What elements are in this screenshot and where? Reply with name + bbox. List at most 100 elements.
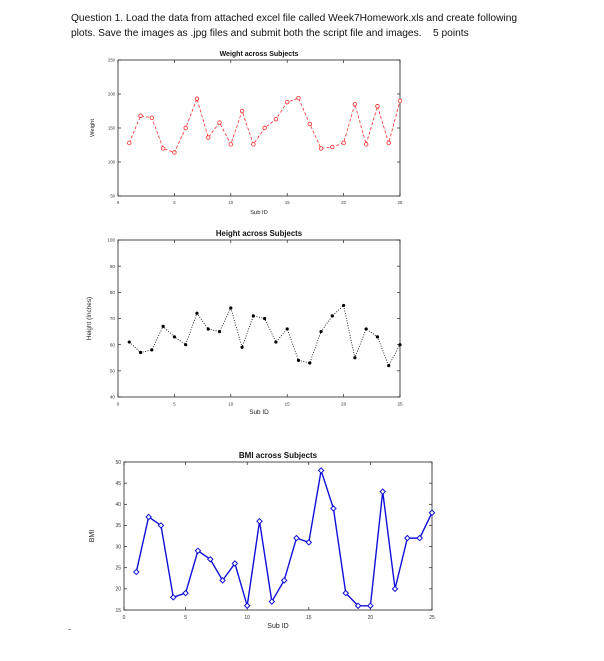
data-point	[330, 314, 334, 318]
chart-title: Weight across Subjects	[220, 51, 299, 58]
data-point	[280, 577, 288, 584]
x-tick-label: 15	[306, 615, 312, 621]
data-point	[127, 340, 131, 344]
points-label: 5 points	[433, 28, 469, 39]
y-tick-label: 200	[108, 91, 116, 96]
x-tick-label: 5	[173, 200, 176, 205]
data-point	[387, 364, 391, 368]
x-tick-label: 10	[228, 402, 234, 407]
y-axis-label: BMI	[89, 530, 96, 543]
data-point	[157, 522, 165, 529]
data-point	[184, 343, 188, 347]
data-point	[263, 316, 267, 321]
data-point	[183, 125, 188, 131]
data-point	[239, 108, 245, 114]
data-point	[353, 356, 357, 360]
y-tick-label: 50	[110, 368, 116, 373]
x-tick-label: 10	[228, 200, 233, 205]
data-point	[319, 329, 323, 334]
data-point	[145, 513, 152, 521]
data-point	[379, 488, 387, 495]
data-point	[206, 327, 210, 331]
y-tick-label: 20	[115, 587, 121, 593]
y-tick-label: 80	[110, 290, 116, 295]
data-point	[330, 505, 337, 512]
y-tick-label: 60	[110, 342, 116, 347]
data-point	[352, 101, 358, 107]
y-tick-label: 70	[110, 316, 116, 321]
data-point	[133, 568, 140, 576]
question-line-1: Question 1. Load the data from attached …	[71, 13, 518, 24]
y-tick-label: 50	[115, 460, 121, 466]
x-tick-label: 25	[398, 200, 403, 205]
data-point	[172, 150, 177, 155]
data-point	[416, 534, 423, 542]
data-point	[354, 602, 362, 610]
x-tick-label: 20	[368, 615, 374, 621]
chart-title: BMI across Subjects	[239, 451, 318, 460]
data-point	[194, 96, 200, 101]
chart-2: 0 5 10 15 20 25 40 50 60 70 80 90 100 Height across S…	[86, 229, 403, 416]
plot-frame	[117, 59, 401, 197]
data-point	[404, 534, 411, 542]
x-tick-label: 25	[429, 615, 435, 621]
data-point	[160, 146, 166, 151]
x-axis-label: Sub ID	[250, 210, 268, 216]
y-tick-label: 40	[115, 502, 121, 508]
data-point	[367, 602, 374, 610]
y-tick-label: 45	[115, 481, 121, 487]
y-tick-label: 100	[107, 238, 115, 243]
data-point	[296, 358, 301, 362]
data-point	[195, 311, 199, 315]
data-point	[262, 125, 267, 131]
data-point	[293, 534, 300, 542]
y-tick-label: 100	[108, 159, 116, 164]
chart-1: 0 5 10 15 20 25 50 100 150 200 250 Weight across Su…	[90, 51, 403, 216]
data-point	[256, 517, 263, 525]
data-point	[305, 539, 313, 546]
plot-frame	[117, 239, 401, 398]
data-point	[364, 327, 368, 331]
chart-title: Height across Subjects	[216, 229, 303, 238]
data-point	[375, 335, 380, 339]
data-point	[391, 585, 399, 593]
data-point	[398, 343, 402, 347]
data-point	[308, 361, 312, 365]
x-tick-label: 20	[341, 200, 346, 205]
data-point	[274, 340, 278, 344]
y-tick-label: 40	[110, 395, 116, 400]
x-tick-label: 0	[117, 402, 120, 407]
chart-3: 0 5 10 15 20 25 15 20 25 30 35 40 45 50 BMI across Sub…	[89, 451, 436, 630]
y-tick-label: 15	[115, 608, 121, 614]
data-point	[342, 303, 346, 308]
x-tick-label: 25	[397, 402, 403, 407]
y-axis-label: Weight	[90, 119, 96, 137]
data-point	[240, 345, 244, 349]
x-tick-label: 20	[341, 402, 347, 407]
data-point	[150, 348, 154, 352]
data-point	[363, 142, 369, 147]
question-text: Question 1. Load the data from attached …	[71, 11, 591, 41]
data-point	[268, 598, 276, 605]
data-point	[285, 99, 290, 105]
y-tick-label: 150	[108, 125, 116, 130]
data-point	[330, 144, 335, 150]
data-point	[138, 350, 143, 355]
data-point	[229, 306, 233, 310]
data-point	[172, 335, 176, 339]
data-point	[285, 327, 289, 331]
data-point	[342, 589, 350, 597]
data-point	[428, 509, 436, 517]
y-tick-label: 30	[115, 544, 121, 550]
data-point	[341, 140, 346, 146]
data-point	[318, 146, 324, 151]
data-point	[243, 602, 251, 610]
data-point	[182, 589, 189, 597]
data-point	[127, 140, 132, 146]
y-tick-label: 250	[108, 57, 116, 62]
y-tick-label: 35	[115, 523, 121, 529]
x-tick-label: 10	[244, 615, 250, 621]
y-axis-label: Height (Inches)	[86, 297, 93, 340]
x-tick-label: 15	[285, 200, 290, 205]
